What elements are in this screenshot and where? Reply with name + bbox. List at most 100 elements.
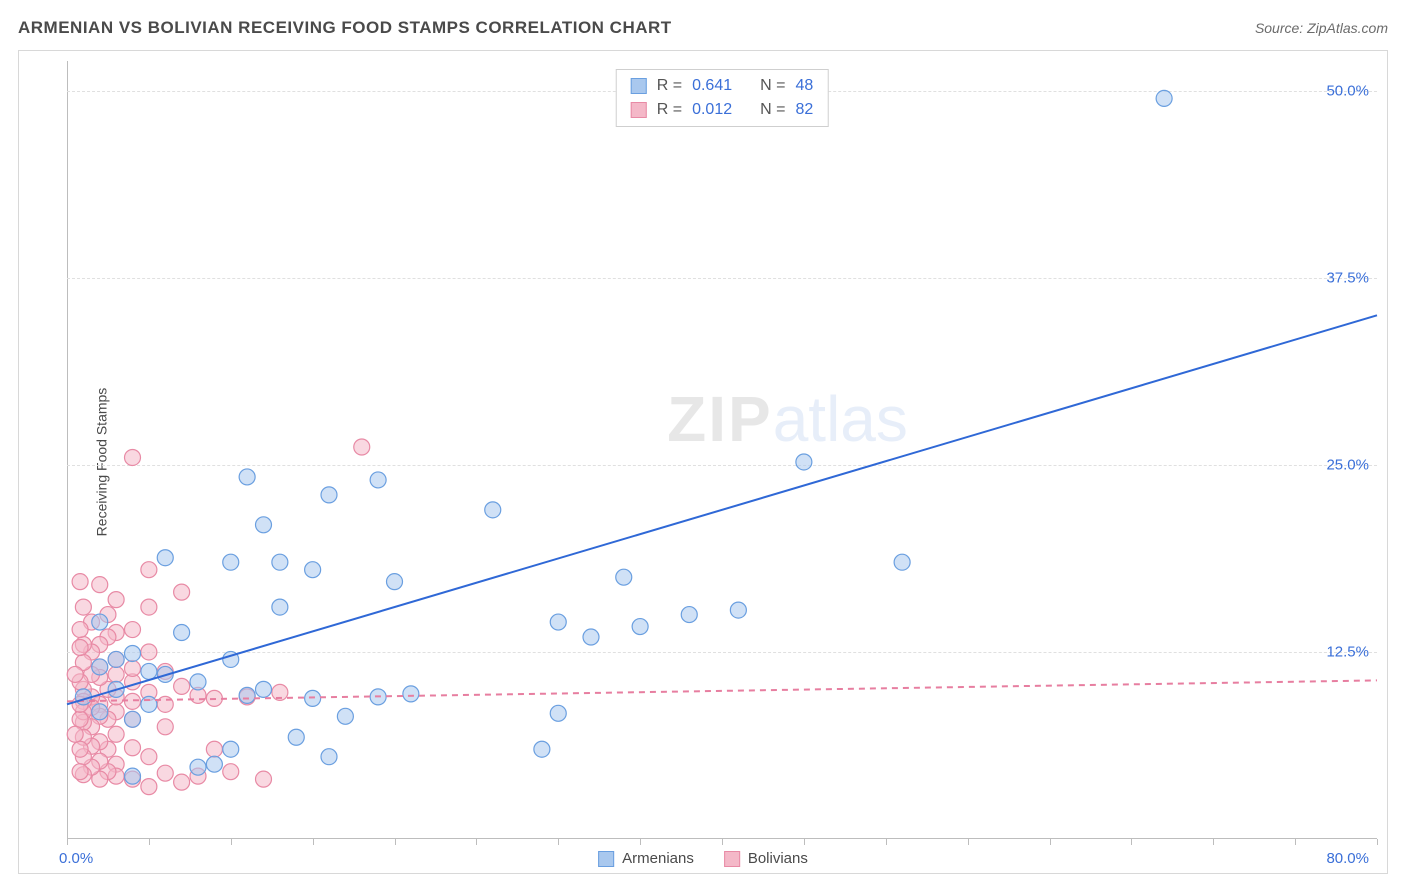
stats-n-label-1: N = <box>760 74 785 98</box>
scatter-point <box>125 660 141 676</box>
chart-title: ARMENIAN VS BOLIVIAN RECEIVING FOOD STAM… <box>18 18 672 38</box>
scatter-point <box>256 517 272 533</box>
x-tick <box>395 839 396 845</box>
scatter-point <box>72 741 88 757</box>
scatter-point <box>239 469 255 485</box>
scatter-point <box>256 681 272 697</box>
scatter-point <box>485 502 501 518</box>
scatter-point <box>239 687 255 703</box>
stats-row-2: R = 0.012 N = 82 <box>631 98 814 122</box>
scatter-point <box>206 756 222 772</box>
x-tick <box>231 839 232 845</box>
scatter-point <box>190 674 206 690</box>
stats-row-1: R = 0.641 N = 48 <box>631 74 814 98</box>
scatter-point <box>141 696 157 712</box>
x-tick <box>476 839 477 845</box>
scatter-point <box>92 659 108 675</box>
x-tick <box>886 839 887 845</box>
scatter-point <box>321 487 337 503</box>
scatter-point <box>67 726 83 742</box>
scatter-point <box>92 614 108 630</box>
stats-swatch-1 <box>631 78 647 94</box>
x-tick <box>558 839 559 845</box>
stats-n-val-2: 82 <box>795 98 813 122</box>
x-tick <box>1213 839 1214 845</box>
y-tick-label: 12.5% <box>1326 643 1383 660</box>
x-tick <box>804 839 805 845</box>
scatter-point <box>72 764 88 780</box>
stats-n-val-1: 48 <box>795 74 813 98</box>
scatter-point <box>141 749 157 765</box>
scatter-point <box>337 708 353 724</box>
scatter-point <box>796 454 812 470</box>
scatter-point <box>108 726 124 742</box>
x-origin-label: 0.0% <box>59 850 93 867</box>
stats-r-label-2: R = <box>657 98 682 122</box>
y-tick-label: 50.0% <box>1326 82 1383 99</box>
stats-r-val-2: 0.012 <box>692 98 732 122</box>
scatter-point <box>632 619 648 635</box>
scatter-point <box>125 740 141 756</box>
scatter-point <box>730 602 746 618</box>
scatter-point <box>223 764 239 780</box>
scatter-point <box>157 550 173 566</box>
x-tick <box>968 839 969 845</box>
legend-label-armenians: Armenians <box>622 850 694 867</box>
scatter-point <box>157 719 173 735</box>
scatter-point <box>108 666 124 682</box>
scatter-point <box>72 639 88 655</box>
x-tick <box>1131 839 1132 845</box>
scatter-point <box>190 759 206 775</box>
scatter-point <box>125 449 141 465</box>
scatter-point <box>354 439 370 455</box>
scatter-point <box>108 592 124 608</box>
scatter-point <box>67 666 83 682</box>
scatter-point <box>72 711 88 727</box>
legend-label-bolivians: Bolivians <box>748 850 808 867</box>
scatter-point <box>206 741 222 757</box>
scatter-point <box>174 625 190 641</box>
scatter-point <box>125 768 141 784</box>
scatter-point <box>550 705 566 721</box>
scatter-point <box>141 663 157 679</box>
x-tick <box>1377 839 1378 845</box>
scatter-point <box>681 607 697 623</box>
scatter-point <box>370 472 386 488</box>
scatter-point <box>125 711 141 727</box>
chart-container: Receiving Food Stamps ZIPatlas R = 0.641… <box>18 50 1388 874</box>
scatter-point <box>305 562 321 578</box>
scatter-point <box>272 599 288 615</box>
scatter-point <box>550 614 566 630</box>
scatter-point <box>272 554 288 570</box>
scatter-point <box>174 678 190 694</box>
scatter-point <box>223 741 239 757</box>
scatter-point <box>72 622 88 638</box>
stats-r-val-1: 0.641 <box>692 74 732 98</box>
legend-item-bolivians: Bolivians <box>724 850 808 867</box>
stats-swatch-2 <box>631 102 647 118</box>
y-tick-label: 25.0% <box>1326 456 1383 473</box>
scatter-point <box>894 554 910 570</box>
scatter-point <box>141 562 157 578</box>
trend-line <box>67 315 1377 704</box>
legend-swatch-bolivians <box>724 851 740 867</box>
scatter-point <box>387 574 403 590</box>
x-tick <box>313 839 314 845</box>
scatter-point <box>223 554 239 570</box>
stats-box: R = 0.641 N = 48 R = 0.012 N = 82 <box>616 69 829 127</box>
scatter-point <box>108 651 124 667</box>
x-tick <box>640 839 641 845</box>
legend-swatch-armenians <box>598 851 614 867</box>
x-tick <box>1295 839 1296 845</box>
scatter-point <box>141 599 157 615</box>
scatter-point <box>72 574 88 590</box>
scatter-point <box>125 622 141 638</box>
scatter-point <box>174 584 190 600</box>
bottom-legend: Armenians Bolivians <box>598 850 808 867</box>
y-tick-label: 37.5% <box>1326 269 1383 286</box>
x-tick <box>149 839 150 845</box>
scatter-point <box>92 704 108 720</box>
source-label: Source: ZipAtlas.com <box>1255 20 1388 36</box>
scatter-point <box>141 779 157 795</box>
scatter-svg <box>67 61 1377 839</box>
